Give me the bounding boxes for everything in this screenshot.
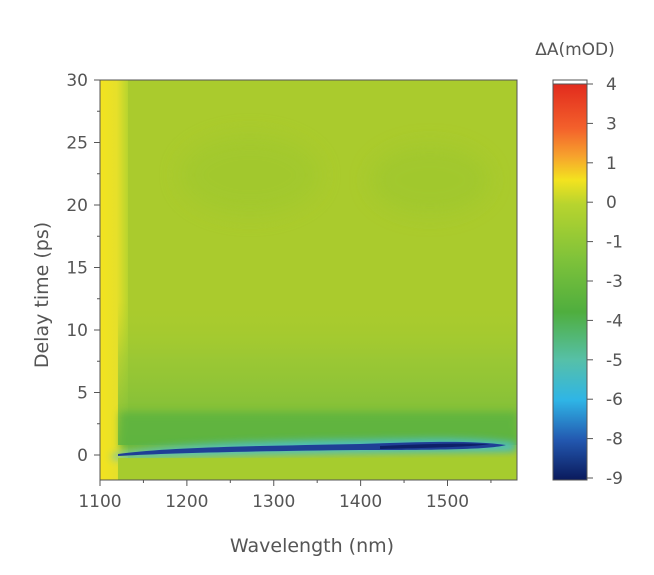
colorbar-tick-label: -6 (606, 390, 623, 410)
colorbar-tick-label: -3 (606, 272, 623, 292)
heatmap-dim-region-1 (180, 135, 320, 215)
colorbar: ΔA(mOD) 4 3 1 0 -1 -3 -4 -5 -6 -8 -9 (535, 40, 623, 489)
x-axis-label: Wavelength (nm) (230, 535, 394, 557)
y-axis: 0 5 10 15 20 25 30 (66, 71, 100, 466)
colorbar-tick-label: 0 (606, 193, 617, 213)
colorbar-tick-label: -9 (606, 469, 623, 489)
colorbar-tick-label: 3 (606, 114, 617, 134)
heatmap-below-zero-region (118, 458, 517, 480)
y-tick-label: 15 (66, 259, 88, 279)
heatmap-bleach-core (380, 443, 490, 449)
x-axis: 1100 1200 1300 1400 1500 (78, 480, 492, 512)
colorbar-tick-label: 4 (606, 75, 617, 95)
x-tick-label: 1100 (78, 492, 121, 512)
colorbar-tick-label: -5 (606, 351, 623, 371)
x-tick-label: 1400 (339, 492, 382, 512)
y-tick-label: 0 (77, 446, 88, 466)
x-tick-label: 1300 (252, 492, 295, 512)
colorbar-cap-top (552, 79, 588, 85)
colorbar-tick-label: 1 (606, 154, 617, 174)
x-tick-label: 1500 (426, 492, 469, 512)
colorbar-title: ΔA(mOD) (535, 40, 615, 60)
heatmap-plot-area (100, 80, 517, 480)
colorbar-ticks: 4 3 1 0 -1 -3 -4 -5 -6 -8 -9 (587, 75, 623, 489)
colorbar-tick-label: -1 (606, 233, 623, 253)
y-tick-label: 10 (66, 321, 88, 341)
y-axis-label: Delay time (ps) (31, 222, 53, 368)
heatmap-dim-region-2 (370, 145, 490, 215)
y-tick-label: 20 (66, 196, 88, 216)
y-tick-label: 30 (66, 71, 88, 91)
y-tick-label: 5 (77, 384, 88, 404)
plot-frame (99, 79, 518, 481)
colorbar-tick-label: -4 (606, 311, 623, 331)
colorbar-gradient (552, 79, 588, 481)
y-tick-label: 25 (66, 134, 88, 154)
colorbar-tick-label: -8 (606, 430, 623, 450)
x-tick-label: 1200 (165, 492, 208, 512)
